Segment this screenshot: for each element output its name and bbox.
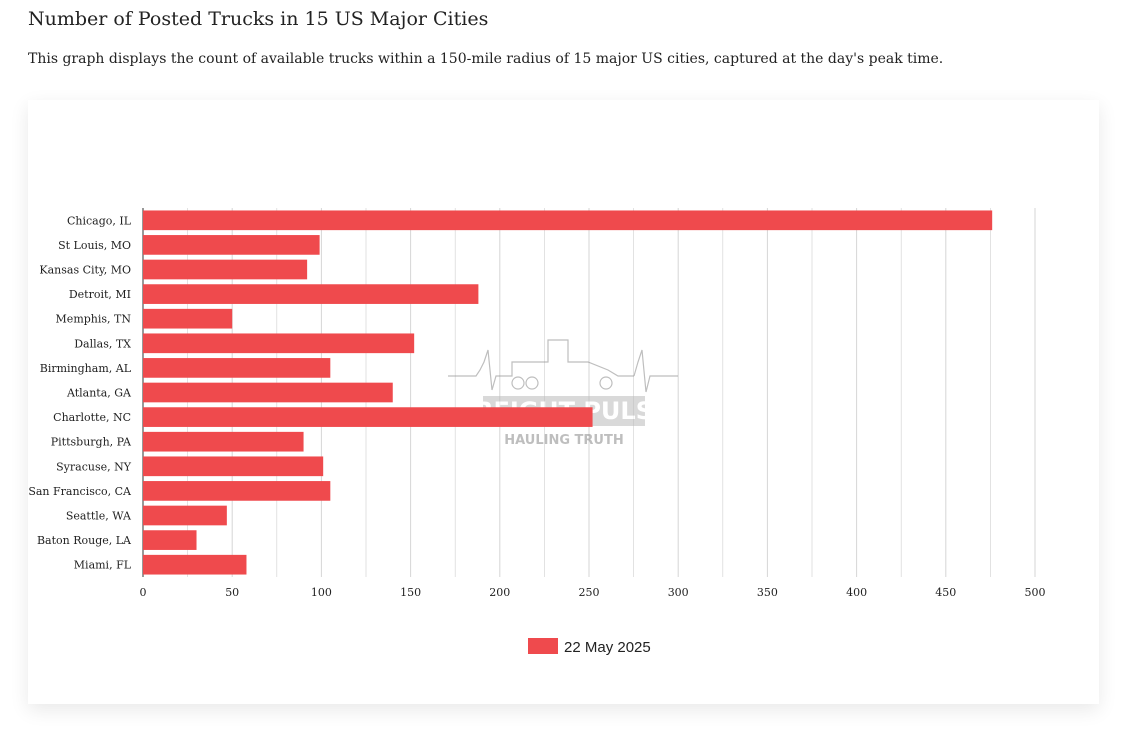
x-tick-label: 400 bbox=[846, 586, 867, 599]
bar-chart: FREIGHT PULSE HAULING TRUTH Chicago, IL S… bbox=[28, 208, 1046, 656]
category-label: Kansas City, MO bbox=[39, 264, 131, 277]
bar-seattle-wa[interactable] bbox=[143, 505, 227, 526]
grid-lines bbox=[142, 208, 1036, 577]
category-label: Memphis, TN bbox=[56, 313, 132, 326]
category-label: Dallas, TX bbox=[74, 337, 131, 350]
x-tick-label: 100 bbox=[311, 586, 332, 599]
category-label: Birmingham, AL bbox=[40, 362, 132, 375]
bar-st-louis-mo[interactable] bbox=[143, 235, 320, 255]
category-label: Pittsburgh, PA bbox=[51, 436, 132, 449]
watermark-tagline: HAULING TRUTH bbox=[504, 433, 623, 448]
category-label: Charlotte, NC bbox=[53, 411, 131, 424]
category-label: Atlanta, GA bbox=[66, 387, 132, 400]
category-label: San Francisco, CA bbox=[28, 485, 132, 498]
x-tick-label: 50 bbox=[225, 586, 239, 599]
x-tick-label: 350 bbox=[757, 586, 778, 599]
category-label: Chicago, IL bbox=[67, 214, 132, 227]
heartbeat-truck-icon bbox=[448, 339, 678, 393]
chart-card: FREIGHT PULSE HAULING TRUTH Chicago, IL S… bbox=[28, 100, 1099, 704]
bar-pittsburgh-pa[interactable] bbox=[143, 431, 304, 452]
bar-birmingham-al[interactable] bbox=[143, 358, 331, 378]
x-tick-label: 250 bbox=[579, 586, 600, 599]
x-tick-label: 0 bbox=[140, 586, 147, 599]
bar-kansas-city-mo[interactable] bbox=[143, 259, 308, 280]
category-label: Baton Rouge, LA bbox=[37, 534, 132, 547]
bar-syracuse-ny[interactable] bbox=[143, 456, 324, 477]
category-label: St Louis, MO bbox=[58, 239, 131, 252]
bar-dallas-tx[interactable] bbox=[143, 333, 415, 354]
category-label: Miami, FL bbox=[74, 559, 132, 572]
category-label: Syracuse, NY bbox=[56, 460, 132, 473]
x-tick-label: 450 bbox=[935, 586, 956, 599]
page-description: This graph displays the count of availab… bbox=[28, 51, 944, 67]
bar-memphis-tn[interactable] bbox=[143, 308, 233, 329]
bar-detroit-mi[interactable] bbox=[143, 284, 479, 304]
legend-label: 22 May 2025 bbox=[564, 639, 651, 656]
bar-san-francisco-ca[interactable] bbox=[143, 481, 331, 501]
x-tick-label: 200 bbox=[489, 586, 510, 599]
x-axis-ticks: 0 50 100 150 200 250 300 350 400 450 500 bbox=[140, 586, 1046, 599]
freight-pulse-watermark: FREIGHT PULSE HAULING TRUTH bbox=[448, 339, 678, 448]
x-tick-label: 500 bbox=[1025, 586, 1046, 599]
category-labels: Chicago, IL St Louis, MO Kansas City, MO De… bbox=[28, 214, 132, 571]
bar-baton-rouge-la[interactable] bbox=[143, 530, 197, 550]
bar-charlotte-nc[interactable] bbox=[143, 407, 593, 427]
category-label: Seattle, WA bbox=[66, 510, 132, 523]
bars bbox=[143, 210, 993, 575]
legend[interactable]: 22 May 2025 bbox=[528, 638, 651, 656]
x-tick-label: 150 bbox=[400, 586, 421, 599]
x-tick-label: 300 bbox=[668, 586, 689, 599]
page-title: Number of Posted Trucks in 15 US Major C… bbox=[28, 8, 489, 30]
bar-atlanta-ga[interactable] bbox=[143, 382, 393, 403]
legend-swatch bbox=[528, 638, 558, 654]
bar-chicago-il[interactable] bbox=[143, 210, 993, 231]
category-label: Detroit, MI bbox=[69, 288, 131, 301]
bar-miami-fl[interactable] bbox=[143, 554, 247, 575]
